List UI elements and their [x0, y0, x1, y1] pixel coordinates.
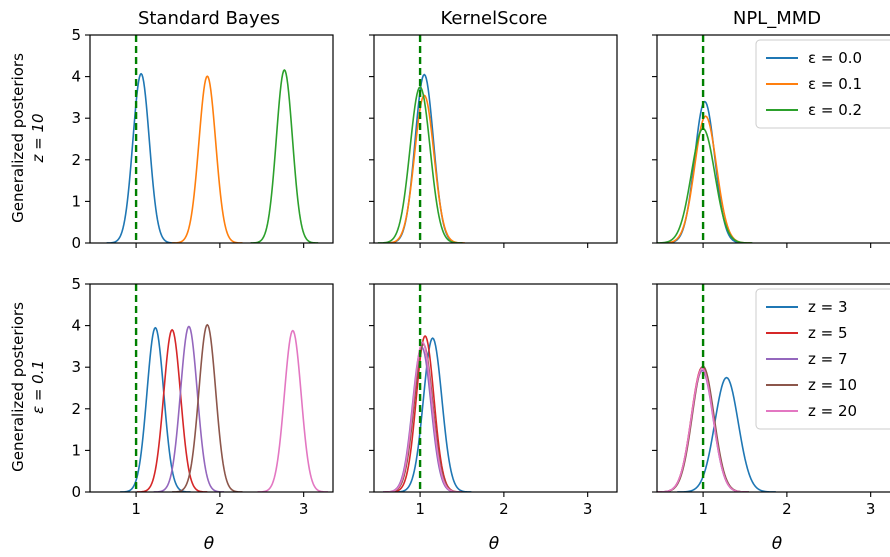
x-axis-label-col-3: θ	[772, 534, 783, 554]
legend-r2-c3: z = 3 z = 5 z = 7 z = 10 z = 20	[755, 288, 890, 430]
density-curve-r1-c1-s1	[106, 72, 176, 243]
panel-r1-c1: 0 1 2 3 4 5	[71, 26, 334, 252]
density-curve-r2-c1-s2	[136, 328, 208, 492]
x-tick-label-r2-c2-3: 3	[583, 500, 593, 518]
density-curve-r2-c1-s1	[120, 326, 191, 492]
x-axis-label-col-1: θ	[204, 534, 215, 554]
y-tick-label-r1-c1-3: 3	[71, 109, 81, 127]
x-tick-label-r2-c3-1: 1	[698, 500, 708, 518]
axes-frame-r1-c2	[373, 34, 618, 244]
x-tick-label-r2-c1-3: 3	[299, 500, 309, 518]
legend-label-r2-c3-s5: z = 20	[808, 402, 857, 420]
row-label-2-line-2: ε = 0.1	[29, 360, 47, 414]
y-tick-label-r2-c1-2: 2	[71, 400, 81, 418]
y-tick-label-r1-c1-0: 0	[71, 234, 81, 252]
density-curve-r2-c3-s1	[677, 376, 776, 492]
legend-label-r1-c3-s1: ε = 0.0	[808, 49, 862, 67]
curves-r1-c1	[106, 69, 319, 243]
legend-box-r2-c3	[755, 288, 890, 430]
legend-label-r2-c3-s2: z = 5	[808, 324, 848, 342]
density-curve-r2-c3-s5	[657, 367, 749, 492]
legend-label-r2-c3-s4: z = 10	[808, 376, 857, 394]
density-curve-r2-c1-s3	[153, 325, 225, 492]
y-tick-label-r2-c1-5: 5	[71, 275, 81, 293]
y-tick-label-r1-c1-5: 5	[71, 26, 81, 44]
y-tick-label-r1-c1-4: 4	[71, 68, 81, 86]
axes-frame-r2-c1	[89, 283, 334, 493]
density-curve-r1-c1-s3	[250, 69, 319, 243]
panel-r2-c3: 1 2 3 z = 3 z = 5 z = 7 z = 10 z = 20	[652, 283, 890, 518]
curves-r2-c1	[120, 323, 328, 492]
legend-label-r2-c3-s1: z = 3	[808, 298, 848, 316]
row-label-1-line-1: Generalized posteriors	[9, 53, 27, 223]
col-title-npl-mmd: NPL_MMD	[733, 8, 821, 29]
row-label-1: Generalized posteriors z = 10	[9, 53, 47, 223]
x-tick-label-r2-c2-2: 2	[499, 500, 509, 518]
col-title-kernelscore: KernelScore	[441, 8, 548, 29]
row-label-2-line-1: Generalized posteriors	[9, 302, 27, 472]
y-tick-label-r2-c1-3: 3	[71, 358, 81, 376]
y-tick-label-r2-c1-1: 1	[71, 441, 81, 459]
legend-label-r1-c3-s3: ε = 0.2	[808, 101, 862, 119]
x-tick-label-r2-c1-1: 1	[131, 500, 141, 518]
density-curve-r2-c1-s4	[172, 323, 243, 492]
curves-r1-c2	[377, 73, 465, 243]
x-tick-label-r2-c3-2: 2	[782, 500, 792, 518]
panel-r1-c3: ε = 0.0 ε = 0.1 ε = 0.2	[652, 34, 890, 248]
density-curve-r1-c2-s2	[383, 94, 465, 243]
density-curve-r1-c2-s3	[377, 86, 463, 243]
y-tick-label-r1-c1-1: 1	[71, 192, 81, 210]
panel-r1-c2	[369, 34, 618, 248]
axes-frame-r2-c2	[373, 283, 618, 493]
legend-box-r1-c3	[755, 39, 890, 129]
density-curve-r1-c3-s1	[662, 100, 747, 243]
density-curve-r2-c1-s5	[257, 329, 328, 492]
x-tick-label-r2-c3-3: 3	[866, 500, 876, 518]
density-curve-r1-c1-s2	[172, 75, 243, 243]
panel-r2-c2: 1 2 3	[369, 283, 618, 518]
y-tick-label-r2-c1-0: 0	[71, 483, 81, 501]
x-tick-label-r2-c2-1: 1	[415, 500, 425, 518]
axes-frame-r1-c1	[89, 34, 334, 244]
density-curve-r2-c2-s5	[383, 341, 462, 492]
y-tick-label-r2-c1-4: 4	[71, 317, 81, 335]
x-axis-label-col-2: θ	[489, 534, 500, 554]
y-tick-label-r1-c1-2: 2	[71, 151, 81, 169]
density-curve-r1-c3-s2	[659, 115, 752, 243]
legend-label-r1-c3-s2: ε = 0.1	[808, 75, 862, 93]
panel-r2-c1: 0 1 2 3 4 5 1 2 3	[71, 275, 334, 518]
row-label-1-line-2: z = 10	[29, 113, 47, 163]
axes-frame-r2-c3	[656, 283, 890, 493]
col-title-standard-bayes: Standard Bayes	[138, 8, 280, 29]
curves-r2-c2	[383, 335, 472, 492]
x-tick-label-r2-c1-2: 2	[215, 500, 225, 518]
legend-label-r2-c3-s3: z = 7	[808, 350, 848, 368]
axes-frame-r1-c3	[656, 34, 890, 244]
row-label-2: Generalized posteriors ε = 0.1	[9, 302, 47, 472]
density-curve-r2-c2-s1	[393, 337, 472, 492]
legend-r1-c3: ε = 0.0 ε = 0.1 ε = 0.2	[755, 39, 890, 129]
